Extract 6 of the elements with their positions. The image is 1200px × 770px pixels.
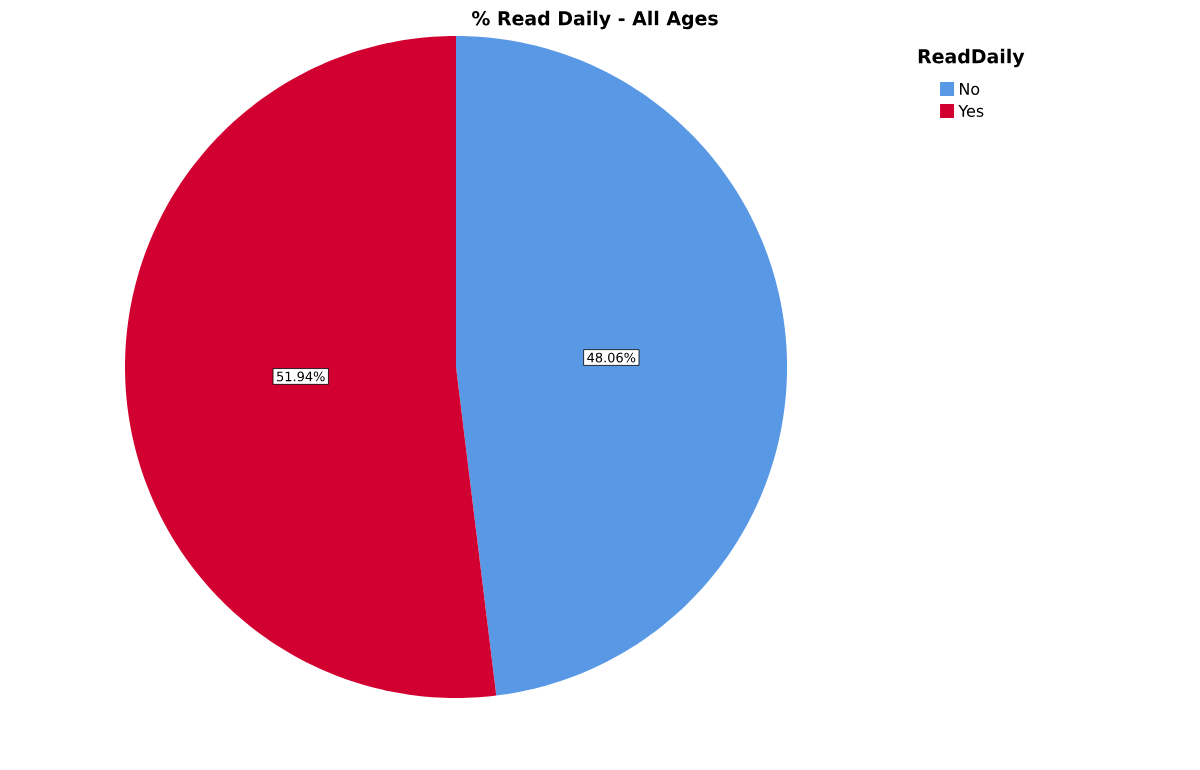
data-label: 51.94% bbox=[277, 371, 325, 382]
legend-label: Yes bbox=[958, 105, 984, 117]
legend-title: ReadDaily bbox=[918, 48, 1025, 68]
chart-title: % Read Daily - All Ages bbox=[472, 10, 718, 30]
legend-label: No bbox=[960, 83, 980, 95]
data-label: 48.06% bbox=[587, 352, 636, 363]
